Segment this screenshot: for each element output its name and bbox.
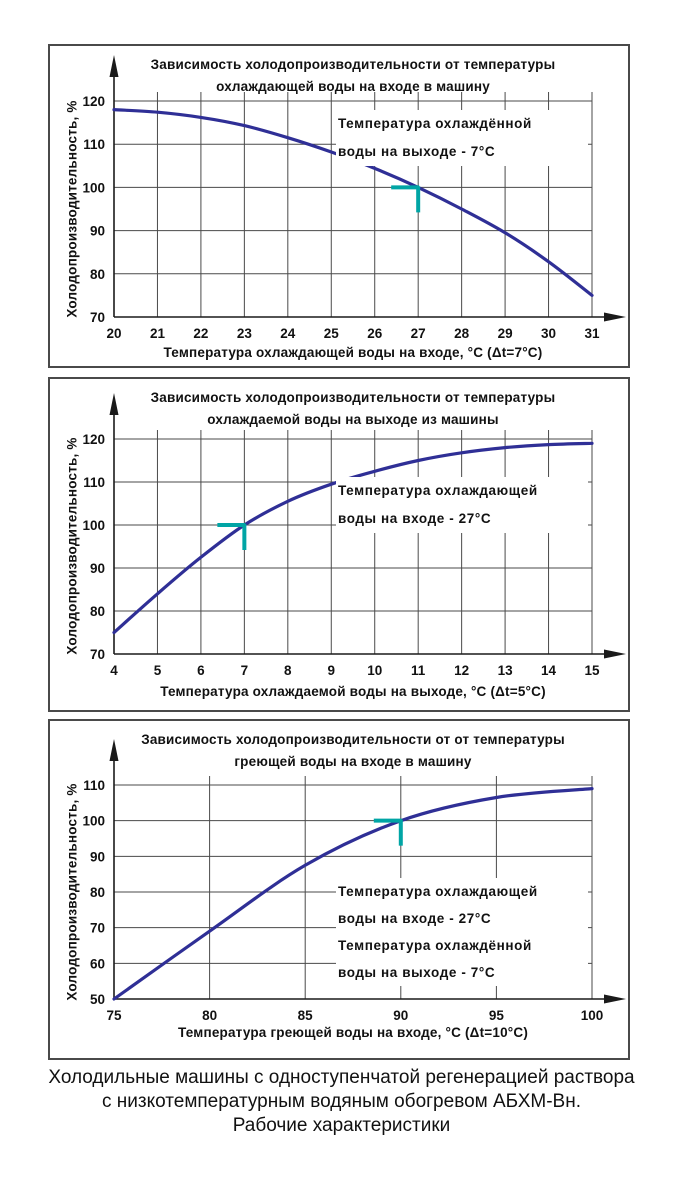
- annotation-line: Температура охлаждённой: [338, 116, 532, 131]
- y-axis-label: Холодопроизводительность, %: [64, 783, 80, 1001]
- y-tick-label: 70: [90, 647, 105, 662]
- y-tick-label: 70: [90, 310, 105, 325]
- x-tick-label: 12: [454, 663, 469, 678]
- y-tick-label: 120: [82, 432, 105, 447]
- y-tick-label: 100: [82, 518, 105, 533]
- x-tick-label: 20: [106, 326, 121, 341]
- y-tick-label: 120: [82, 94, 105, 109]
- chart-title-line: охлаждающей воды на входе в машину: [216, 79, 490, 94]
- x-tick-label: 7: [241, 663, 249, 678]
- x-axis-arrowhead: [604, 994, 626, 1004]
- x-tick-label: 23: [237, 326, 253, 341]
- y-axis-arrowhead: [109, 739, 119, 761]
- x-axis-arrowhead: [604, 649, 626, 659]
- x-tick-label: 8: [284, 663, 292, 678]
- y-tick-label: 110: [83, 778, 105, 793]
- chart-title: Зависимость холодопроизводительности от …: [114, 729, 592, 773]
- x-tick-label: 5: [154, 663, 162, 678]
- chart-title-line: Зависимость холодопроизводительности от …: [150, 57, 556, 72]
- chart-title: Зависимость холодопроизводительности от …: [114, 387, 592, 431]
- annotation-line: Температура охлаждающей: [338, 884, 538, 899]
- annotation: Температура охлаждающей воды на входе - …: [336, 878, 588, 986]
- annotation-line: воды на выходе - 7°С: [338, 144, 496, 159]
- annotation-line: воды на входе - 27°С: [338, 911, 492, 926]
- y-tick-label: 70: [90, 921, 105, 936]
- chart-box-chilled-water-outlet: 4 5 6 7 8 9 10 11 12 13 14 15 70 80 90 100 110 120 Зависи…: [48, 377, 630, 712]
- y-axis-label: Холодопроизводительность, %: [64, 100, 80, 318]
- y-tick-label: 80: [90, 604, 105, 619]
- x-tick-label: 6: [197, 663, 205, 678]
- plot-canvas: 4 5 6 7 8 9 10 11 12 13 14 15 70 80 90 100 110 120: [82, 393, 626, 678]
- y-tick-label: 60: [90, 956, 105, 971]
- x-tick-label: 31: [584, 326, 600, 341]
- x-axis-label: Температура охлаждающей воды на входе, °…: [163, 345, 543, 360]
- y-tick-label: 90: [90, 561, 105, 576]
- annotation: Температура охлаждённой воды на выходе -…: [336, 110, 588, 166]
- y-tick-label: 80: [90, 885, 105, 900]
- x-tick-label: 14: [541, 663, 557, 678]
- y-tick-label: 80: [90, 267, 105, 282]
- performance-curve: [112, 787, 594, 1001]
- x-axis-label: Температура охлаждаемой воды на выходе, …: [160, 684, 546, 699]
- x-tick-label: 15: [584, 663, 600, 678]
- x-tick-label: 11: [411, 663, 426, 678]
- x-tick-label: 75: [106, 1008, 122, 1023]
- x-tick-label: 24: [280, 326, 296, 341]
- figure-caption-line: Холодильные машины с одноступенчатой рег…: [48, 1067, 635, 1088]
- chart-title-line: греющей воды на входе в машину: [234, 754, 472, 769]
- chart-title-line: Зависимость холодопроизводительности от …: [150, 390, 556, 405]
- annotation-line: воды на входе - 27°С: [338, 511, 492, 526]
- x-tick-label: 100: [581, 1008, 604, 1023]
- y-tick-label: 90: [90, 224, 105, 239]
- x-tick-label: 95: [489, 1008, 505, 1023]
- x-tick-label: 27: [411, 326, 426, 341]
- x-tick-label: 90: [393, 1008, 408, 1023]
- y-axis-arrowhead: [109, 393, 119, 415]
- x-tick-label: 29: [498, 326, 513, 341]
- x-tick-label: 22: [193, 326, 208, 341]
- x-tick-label: 26: [367, 326, 383, 341]
- x-axis-label: Температура греющей воды на входе, °С (Δ…: [177, 1025, 529, 1040]
- x-tick-label: 10: [367, 663, 382, 678]
- annotation-line: Температура охлаждающей: [338, 483, 538, 498]
- performance-curve: [112, 441, 594, 635]
- chart-box-heating-water-inlet: 75 80 85 90 95 100 50 60 70 80 90 100 110 Зависимост…: [48, 719, 630, 1060]
- y-tick-label: 90: [90, 849, 105, 864]
- x-tick-label: 30: [541, 326, 556, 341]
- figure-caption-line: Рабочие характеристики: [232, 1115, 451, 1136]
- chart-box-cooling-water-inlet: 20 21 22 23 24 25 26 27 28 29 30 31 70 80 90 100 110 120 …: [48, 44, 630, 368]
- x-axis-arrowhead: [604, 312, 626, 322]
- y-axis-label: Холодопроизводительность, %: [64, 437, 80, 655]
- annotation-line: воды на выходе - 7°С: [338, 965, 496, 980]
- x-tick-label: 85: [298, 1008, 314, 1023]
- x-tick-label: 21: [150, 326, 166, 341]
- annotation-line: Температура охлаждённой: [338, 938, 532, 953]
- figure-caption: Холодильные машины с одноступенчатой рег…: [0, 1066, 683, 1138]
- chart-title-line: Зависимость холодопроизводительности от …: [141, 732, 565, 747]
- x-tick-label: 9: [328, 663, 336, 678]
- y-tick-label: 110: [83, 475, 105, 490]
- plot-canvas: 75 80 85 90 95 100 50 60 70 80 90 100 110: [82, 739, 626, 1023]
- x-tick-label: 13: [498, 663, 514, 678]
- y-tick-label: 110: [83, 137, 105, 152]
- x-tick-label: 25: [324, 326, 340, 341]
- x-tick-label: 28: [454, 326, 470, 341]
- figure-caption-line: с низкотемпературным водяным обогревом А…: [102, 1091, 581, 1112]
- chart-title-line: охлаждаемой воды на выходе из машины: [207, 412, 499, 427]
- x-tick-label: 4: [110, 663, 118, 678]
- y-axis-arrowhead: [109, 55, 119, 77]
- annotation: Температура охлаждающей воды на входе - …: [336, 477, 588, 533]
- y-tick-label: 100: [82, 814, 105, 829]
- chart-title: Зависимость холодопроизводительности от …: [114, 54, 592, 98]
- x-tick-label: 80: [202, 1008, 217, 1023]
- y-tick-label: 100: [82, 180, 105, 195]
- y-tick-label: 50: [90, 992, 105, 1007]
